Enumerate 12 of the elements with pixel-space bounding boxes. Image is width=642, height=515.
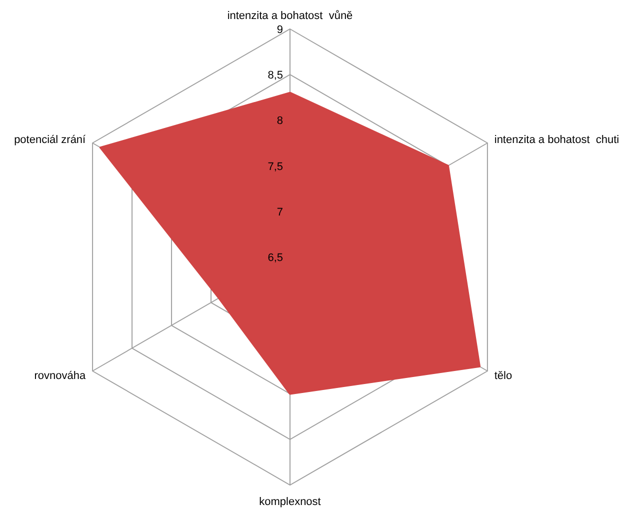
y-tick-label: 9 [276, 24, 283, 36]
spoke-label: potenciál zrání [14, 134, 87, 146]
spoke-label: intenzita a bohatost vůně [227, 10, 353, 22]
y-tick-label: 8 [276, 115, 283, 128]
y-tick-label: 8,5 [268, 70, 283, 82]
spoke-label: rovnováha [34, 370, 86, 382]
y-tick-label: 6,5 [268, 252, 283, 264]
spoke-label: tělo [494, 370, 512, 382]
spoke-label: komplexnost [259, 496, 321, 508]
y-tick-label: 7 [276, 206, 283, 218]
y-tick-label: 7,5 [268, 160, 283, 173]
spoke-label: intenzita a bohatost chuti [494, 134, 620, 146]
